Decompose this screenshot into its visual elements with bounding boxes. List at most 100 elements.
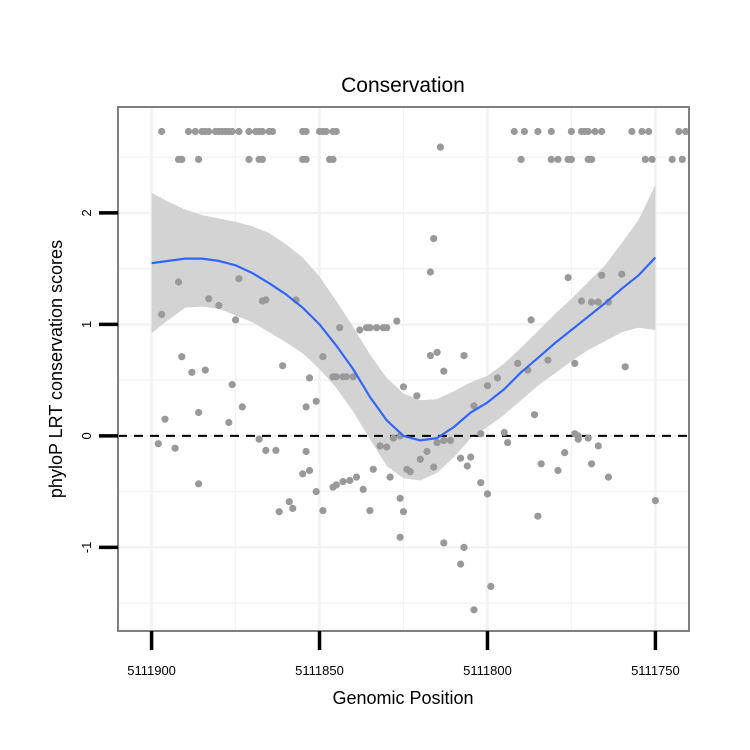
data-point [446,436,455,444]
data-point [302,127,310,136]
data-point [349,373,357,381]
data-point [537,460,545,468]
data-point [369,465,377,473]
data-point [396,533,404,541]
data-point [235,127,243,136]
data-point [238,403,246,411]
data-point [544,356,552,364]
x-axis: 5111900 5111850 5111800 5111750 [127,631,680,678]
data-point [682,127,690,136]
data-point [520,127,529,136]
data-point [618,270,626,278]
x-tick-label: 5111750 [631,663,680,678]
data-point [598,271,606,279]
data-point [225,418,233,427]
x-tick-label: 5111850 [295,663,344,678]
data-point [426,352,434,360]
data-point [534,512,542,520]
data-point [594,298,602,306]
data-point [534,127,542,136]
data-point [178,155,186,163]
data-point [322,127,330,136]
data-point [510,127,518,136]
data-point [527,316,535,324]
data-point [440,367,448,375]
data-point [376,442,384,450]
data-point [433,439,441,447]
data-point [289,504,297,512]
data-point [483,490,492,498]
data-point [279,362,287,370]
data-point [332,127,340,136]
data-point [272,446,280,454]
data-point [628,127,636,136]
data-point [393,317,401,325]
data-point [500,428,508,437]
data-point [258,155,266,163]
data-point [215,301,223,310]
data-point [440,436,448,444]
data-point [305,466,314,475]
data-point [174,278,183,286]
data-point [399,383,408,391]
y-tick-label: -1 [79,542,94,554]
data-point [342,373,350,381]
data-point [302,155,310,163]
data-point [332,481,340,489]
data-point [554,466,562,475]
data-point [460,352,468,360]
data-point [564,274,572,282]
data-point [584,434,592,442]
y-tick-label: 0 [79,432,94,439]
data-point [383,324,391,332]
data-point [373,324,381,332]
data-point [329,155,337,163]
data-point [312,397,320,405]
data-point [312,488,320,496]
data-point [588,298,596,306]
points-layer [154,127,690,614]
data-point [258,127,266,136]
data-point [262,296,270,304]
data-point [567,155,576,163]
data-point [319,353,327,361]
x-tick-label: 5111900 [127,663,176,678]
y-tick-label: 1 [79,321,94,328]
data-point [228,127,236,136]
data-point [567,127,576,136]
data-point [302,447,310,456]
data-point [346,476,354,485]
data-point [574,432,582,440]
data-point [430,463,438,471]
data-point [366,324,374,332]
data-point [547,155,555,163]
data-point [621,363,629,371]
data-point [285,498,293,506]
smooth-line-layer [151,256,657,442]
data-point [487,582,495,591]
data-point [483,382,492,390]
data-point [299,470,307,478]
data-point [604,473,613,481]
confidence-ribbon-layer [151,185,656,481]
data-point [201,366,209,374]
data-point [460,543,468,552]
data-point [530,411,539,419]
data-point [171,444,179,452]
data-point [195,408,203,417]
data-point [598,127,606,136]
data-point [430,235,438,243]
data-point [426,268,434,276]
data-point [504,439,512,447]
data-point [195,155,203,163]
data-point [440,539,448,547]
data-point [332,373,340,381]
data-point [457,454,465,462]
data-point [588,155,596,163]
data-point [396,494,404,502]
data-point [470,606,478,614]
data-point [436,143,444,151]
data-point [352,473,361,481]
y-tick-label: 2 [79,209,94,216]
